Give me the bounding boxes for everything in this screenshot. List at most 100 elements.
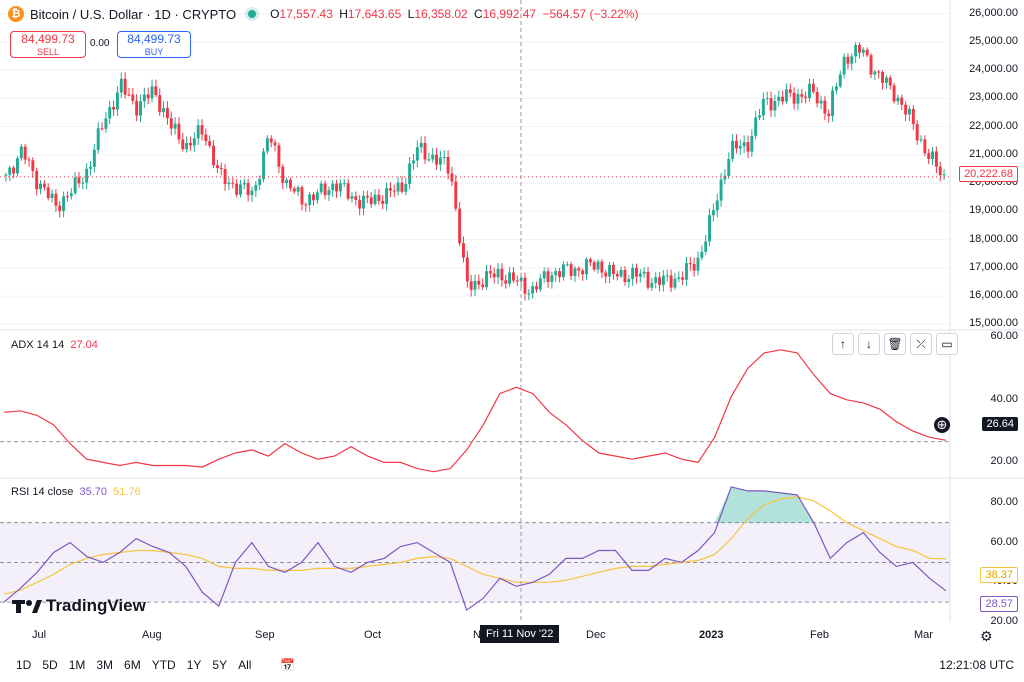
candle-body <box>92 149 96 167</box>
price-tick-label: 26,000.00 <box>969 6 1018 19</box>
range-all[interactable]: All <box>238 658 252 672</box>
range-ytd[interactable]: YTD <box>151 658 176 672</box>
candle-body <box>485 271 488 288</box>
range-1m[interactable]: 1M <box>68 658 86 672</box>
candle-body <box>62 196 66 211</box>
candle-body <box>665 275 669 277</box>
candle-body <box>269 138 273 143</box>
candle-body <box>831 90 835 117</box>
candle-body <box>281 166 285 184</box>
candle-body <box>285 179 289 184</box>
rsi-legend[interactable]: RSI 14 close 35.70 51.76 <box>11 486 141 498</box>
candle-body <box>346 183 350 199</box>
candle-body <box>312 194 315 201</box>
tradingview-logo[interactable]: TradingView <box>12 596 146 616</box>
candle-body <box>865 49 869 56</box>
candle-body <box>681 277 685 280</box>
candle-body <box>127 94 131 96</box>
arrow-down-icon[interactable]: ↓ <box>858 333 880 355</box>
range-6m[interactable]: 6M <box>124 658 141 672</box>
range-5d[interactable]: 5D <box>42 658 58 672</box>
candle-body <box>754 117 758 136</box>
candle-body <box>442 156 446 158</box>
price-tick-label: 15,000.00 <box>969 317 1018 330</box>
range-1d[interactable]: 1D <box>16 658 32 672</box>
adx-tick-label: 60.00 <box>990 330 1018 343</box>
candle-body <box>908 108 911 115</box>
tradingview-mark-icon <box>12 600 42 613</box>
symbol-title[interactable]: Bitcoin / U.S. Dollar · 1D · CRYPTO <box>30 6 237 22</box>
candle-body <box>746 142 750 152</box>
sell-button[interactable]: 84,499.73 SELL <box>10 31 86 58</box>
candle-body <box>158 95 162 113</box>
candle-body <box>419 142 423 148</box>
rsi-tick-label: 60.00 <box>990 535 1018 548</box>
time-tick-label: N <box>473 629 481 641</box>
collapse-icon[interactable]: ⤫ <box>910 333 932 355</box>
price-tick-label: 25,000.00 <box>969 34 1018 47</box>
candle-body <box>585 259 588 275</box>
candle-body <box>300 187 304 205</box>
candle-body <box>554 271 558 276</box>
time-tick-label: Jul <box>32 629 47 641</box>
range-5y[interactable]: 5Y <box>212 658 228 672</box>
time-tick-label: Feb <box>810 629 829 641</box>
candle-body <box>392 190 396 192</box>
candle-body <box>704 241 708 252</box>
maximize-icon[interactable]: ▭ <box>936 333 958 355</box>
candle-body <box>758 115 761 118</box>
candle-body <box>258 179 262 185</box>
candle-body <box>415 147 419 161</box>
candle-body <box>931 151 935 160</box>
candle-body <box>323 183 327 196</box>
range-1y[interactable]: 1Y <box>186 658 202 672</box>
market-status-icon <box>248 10 257 18</box>
candle-body <box>800 94 804 97</box>
candle-body <box>388 188 392 191</box>
candle-body <box>96 128 100 150</box>
candle-body <box>727 158 731 176</box>
candle-body <box>734 140 738 149</box>
candle-body <box>896 97 900 102</box>
candle-body <box>811 83 815 92</box>
crosshair-date-label: Fri 11 Nov '22 <box>480 625 560 643</box>
price-tick-label: 21,000.00 <box>969 147 1018 160</box>
candle-body <box>196 125 200 139</box>
candle-body <box>31 160 35 171</box>
candle-body <box>927 153 931 160</box>
candle-body <box>54 193 58 206</box>
add-plus-icon[interactable]: ⊕ <box>934 417 950 433</box>
candle-body <box>350 196 354 199</box>
candle-body <box>938 166 942 176</box>
settings-gear-icon[interactable]: ⚙ <box>980 628 993 644</box>
candle-body <box>89 166 92 169</box>
candle-body <box>19 146 23 159</box>
trash-icon[interactable]: 🗑 <box>884 333 906 355</box>
candle-body <box>15 158 19 174</box>
candle-body <box>546 271 550 282</box>
candle-body <box>296 187 300 192</box>
calendar-icon[interactable]: 📅 <box>280 658 296 672</box>
candle-body <box>108 106 112 119</box>
candle-body <box>150 86 154 99</box>
buy-button[interactable]: 84,499.73 BUY <box>117 31 191 58</box>
arrow-up-icon[interactable]: ↑ <box>832 333 854 355</box>
candle-body <box>189 142 192 146</box>
candle-body <box>162 107 166 113</box>
candle-body <box>377 194 381 201</box>
candle-body <box>408 163 412 185</box>
candle-body <box>842 56 846 75</box>
range-3m[interactable]: 3M <box>96 658 114 672</box>
adx-legend[interactable]: ADX 14 14 27.04 <box>11 339 98 351</box>
change-value: −564.57 (−3.22%) <box>542 7 639 21</box>
candle-body <box>81 182 85 184</box>
price-tick-label: 18,000.00 <box>969 232 1018 245</box>
candle-body <box>335 183 339 192</box>
utc-clock[interactable]: 12:21:08 UTC <box>939 658 1014 672</box>
candle-body <box>538 278 542 290</box>
candle-body <box>12 167 16 174</box>
candle-body <box>742 142 746 147</box>
candle-body <box>673 278 677 288</box>
